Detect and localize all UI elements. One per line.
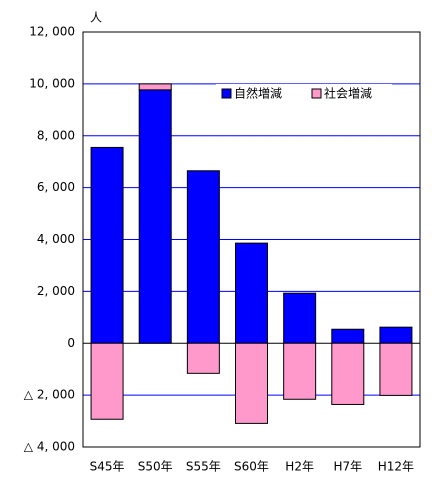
legend-label: 社会増減 [324,86,372,101]
x-tick-label: H12年 [378,460,414,474]
bar [235,342,268,424]
legend-swatch [311,88,322,99]
x-tick-label: S50年 [138,460,173,474]
y-tick-label: 8, 000 [37,128,75,142]
bar [331,328,365,344]
bar [379,326,413,344]
y-tick-label: △ 4, 000 [24,440,75,454]
x-tick-label: H2年 [285,460,314,474]
bar [379,342,413,396]
y-tick-label: 2, 000 [37,284,75,298]
bar [186,342,220,374]
plot-border [82,31,421,448]
bar [283,292,317,344]
y-tick-label: 12, 000 [29,25,75,39]
x-tick-label: S55年 [186,460,221,474]
bar [186,170,220,344]
legend-swatch [221,88,232,99]
y-tick-label: 0 [67,336,75,350]
bar [138,89,172,344]
y-tick-label: 4, 000 [37,232,75,246]
x-tick-label: H7年 [333,460,362,474]
bar [138,83,172,91]
bar [283,342,317,400]
x-tick-label: S45年 [90,460,125,474]
y-tick-label: 10, 000 [29,76,75,90]
legend-box [216,84,392,104]
y-tick-label: 6, 000 [37,180,75,194]
y-unit-label: 人 [90,11,102,25]
bar [90,342,124,420]
legend-label: 自然増減 [234,86,282,101]
bar [90,146,124,344]
bar [235,242,268,344]
y-tick-label: △ 2, 000 [24,388,75,402]
bar [331,342,365,405]
x-tick-label: S60年 [234,460,269,474]
